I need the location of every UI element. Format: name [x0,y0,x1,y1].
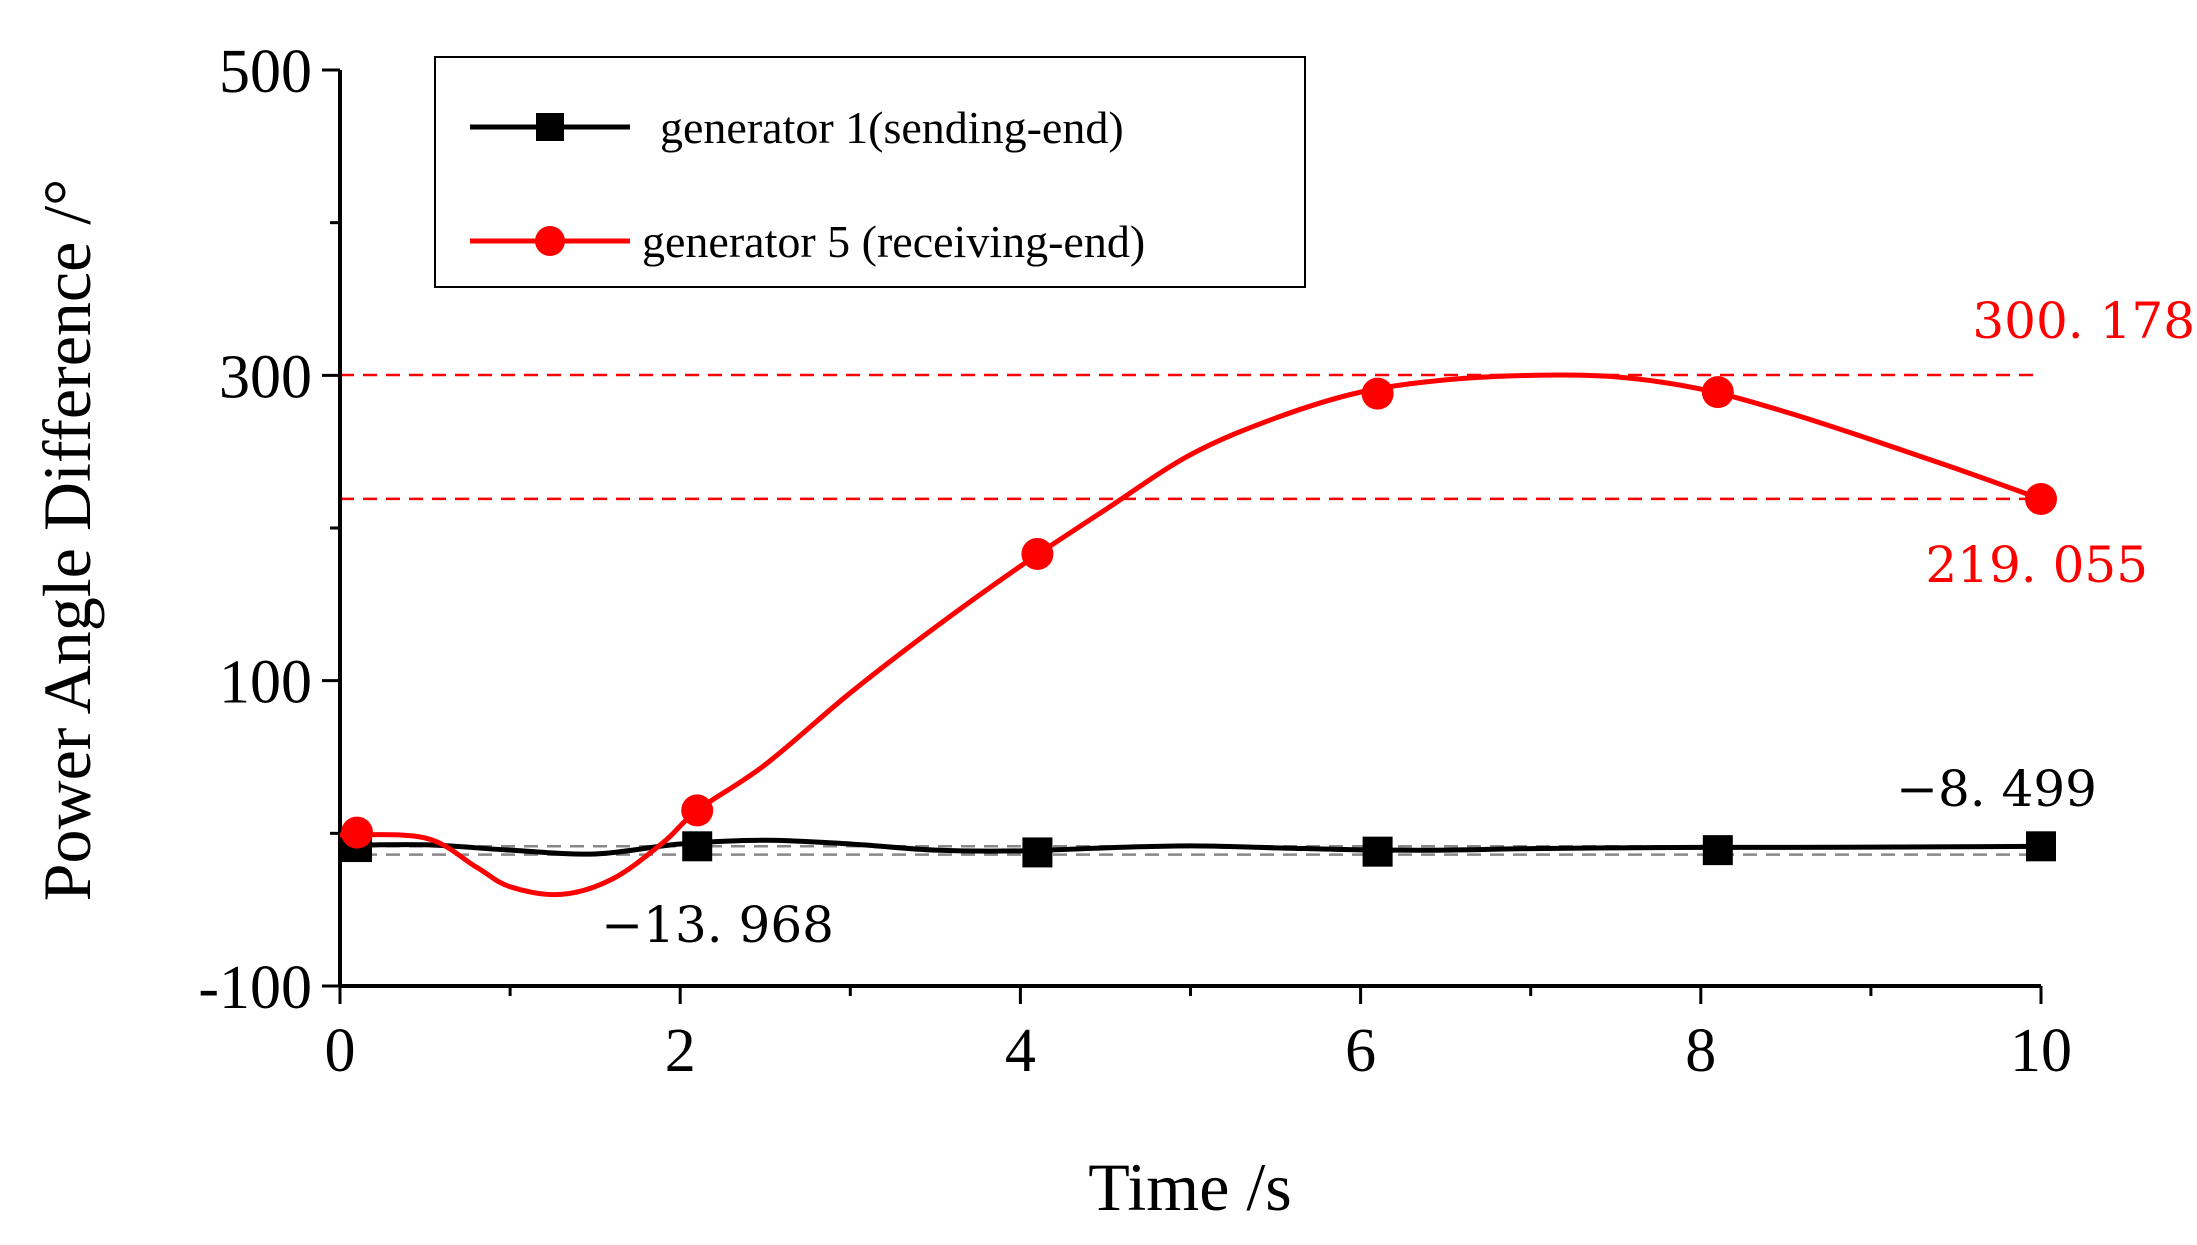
legend-label-generator-1: generator 1(sending-end) [660,102,1124,153]
x-tick-label: 4 [1005,1017,1036,1085]
data-point-circle [681,794,714,827]
x-tick-label: 2 [665,1017,696,1085]
legend: generator 1(sending-end) generator 5 (re… [434,56,1306,288]
x-tick-label: 0 [325,1017,356,1085]
legend-marker-circle-icon [535,226,565,256]
series-line [339,372,2042,898]
series-line [339,837,2042,857]
data-point-circle [1021,537,1054,570]
y-tick-label: 100 [219,649,312,717]
series-2 [339,372,2057,898]
y-tick-label: 500 [219,38,312,106]
value-annotation: −13. 968 [601,896,834,954]
data-point-circle [2025,482,2057,515]
value-annotation: 300. 178 [1972,292,2195,350]
legend-label-generator-5: generator 5 (receiving-end) [642,216,1145,267]
value-annotation: 219. 055 [1925,536,2148,594]
series-1 [339,831,2056,868]
data-point-square [682,831,713,862]
x-tick-label: 8 [1685,1017,1716,1085]
x-tick-label: 10 [2010,1017,2072,1085]
value-annotation: −8. 499 [1896,760,2097,818]
x-tick-label: 6 [1345,1017,1376,1085]
data-point-square [1362,836,1393,867]
data-point-square [2026,831,2056,862]
data-point-square [1702,835,1733,866]
legend-box [434,56,1306,288]
legend-marker-square-icon [536,113,564,141]
y-axis-title: Power Angle Difference /° [29,179,105,902]
data-point-circle [341,816,374,849]
data-point-circle [1361,377,1394,410]
x-axis-title: Time /s [1088,1149,1291,1225]
y-tick-label: 300 [219,343,312,411]
y-tick-label: -100 [198,954,312,1022]
data-point-square [1022,837,1053,868]
data-point-circle [1701,376,1734,409]
